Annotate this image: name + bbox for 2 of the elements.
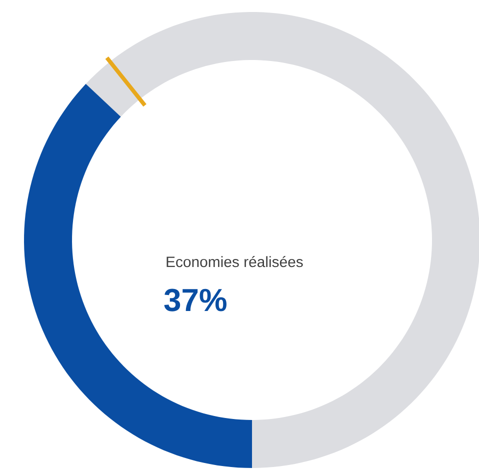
data-label: 37% (164, 288, 226, 312)
text: Economies réalisées (166, 256, 303, 268)
